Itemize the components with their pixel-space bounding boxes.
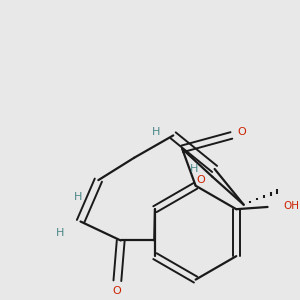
- Text: O: O: [197, 175, 206, 185]
- Text: H: H: [190, 164, 199, 174]
- Text: H: H: [74, 192, 82, 202]
- Text: O: O: [237, 127, 246, 137]
- Text: O: O: [112, 286, 121, 296]
- Text: H: H: [56, 228, 64, 238]
- Text: H: H: [152, 127, 161, 137]
- Text: OH: OH: [283, 201, 299, 211]
